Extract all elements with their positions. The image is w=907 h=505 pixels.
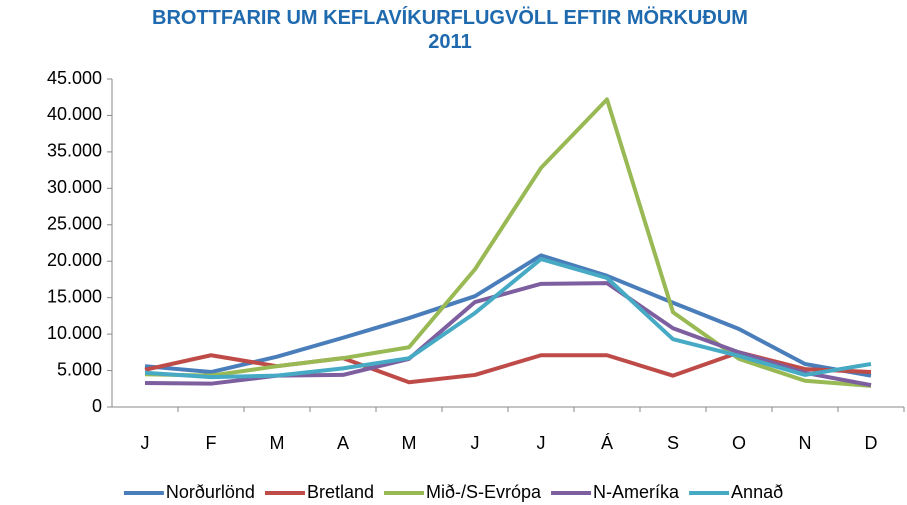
y-tick-label: 25.000	[47, 214, 102, 234]
x-tick-label: A	[337, 433, 349, 453]
x-tick-label: O	[732, 433, 746, 453]
legend-label: Norðurlönd	[166, 482, 255, 502]
y-tick-label: 30.000	[47, 177, 102, 197]
y-tick-label: 10.000	[47, 323, 102, 343]
series-line	[144, 257, 872, 380]
series-line	[144, 253, 872, 378]
y-tick-label: 0	[92, 396, 102, 416]
y-tick-label: 20.000	[47, 250, 102, 270]
y-tick-label: 15.000	[47, 286, 102, 306]
legend-label: N-Ameríka	[593, 482, 680, 502]
x-tick-label: S	[667, 433, 679, 453]
chart-title: BROTTFARIR UM KEFLAVÍKURFLUGVÖLL EFTIR M…	[152, 7, 748, 53]
x-tick-label: F	[206, 433, 217, 453]
x-tick-label: M	[270, 433, 285, 453]
y-tick-label: 40.000	[47, 104, 102, 124]
x-tick-label: J	[537, 433, 546, 453]
y-tick-label: 45.000	[47, 68, 102, 88]
legend-label: Annað	[731, 482, 783, 502]
x-tick-label: D	[865, 433, 878, 453]
legend-label: Bretland	[307, 482, 374, 502]
legend-label: Mið-/S-Evrópa	[426, 482, 542, 502]
y-tick-label: 5.000	[57, 359, 102, 379]
x-tick-label: Á	[601, 433, 613, 453]
x-tick-label: J	[471, 433, 480, 453]
y-tick-label: 35.000	[47, 141, 102, 161]
x-tick-label: N	[799, 433, 812, 453]
series-line	[144, 97, 872, 388]
x-tick-label: M	[402, 433, 417, 453]
x-tick-label: J	[141, 433, 150, 453]
